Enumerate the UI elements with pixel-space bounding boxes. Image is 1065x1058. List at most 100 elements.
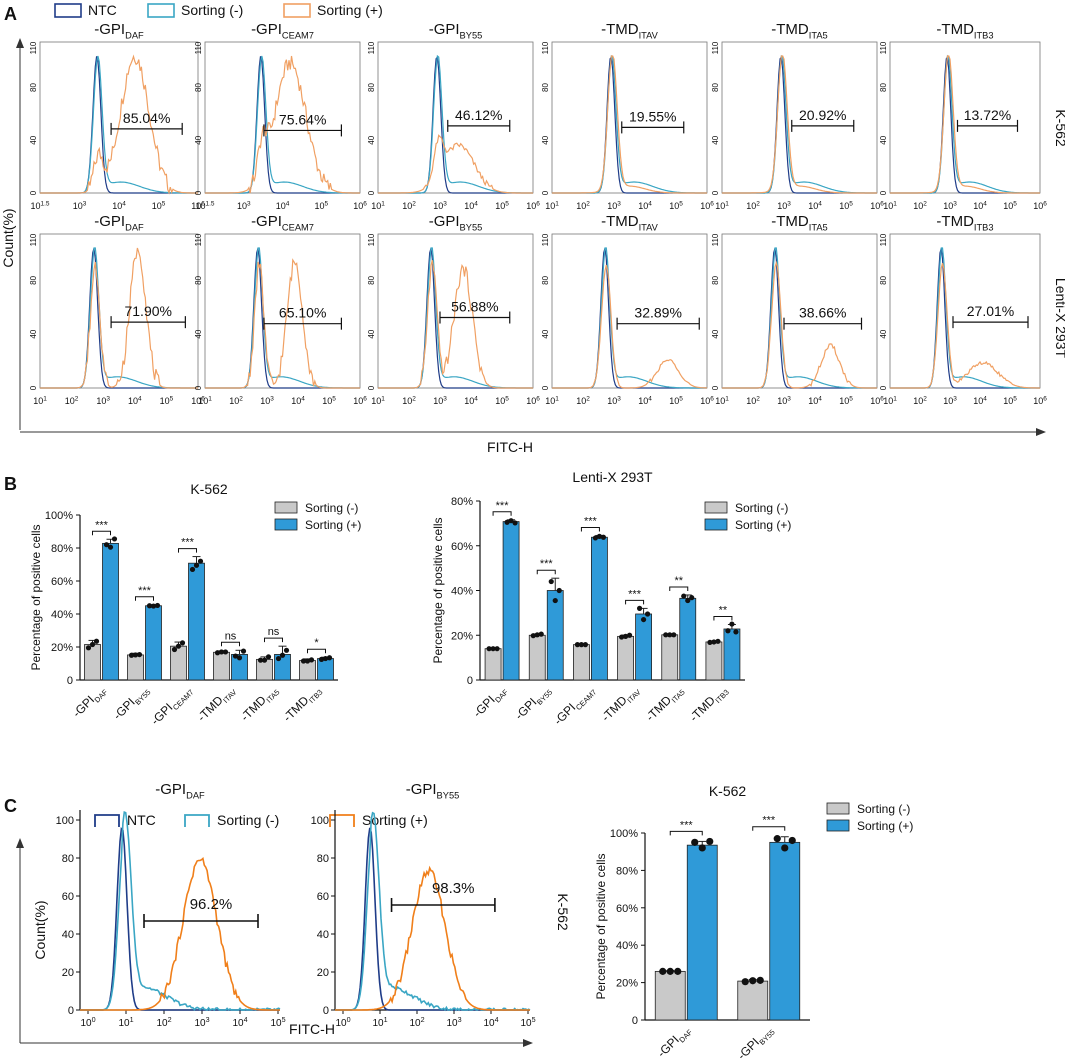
histogram-xtick-label: 105 — [495, 395, 509, 406]
panel-a-row2-label: Lenti-X 293T — [1053, 278, 1065, 359]
curve-ntc — [40, 248, 198, 389]
curve-sorting-pos — [40, 54, 198, 195]
data-point — [132, 652, 139, 658]
histogram-xtick-label: 102 — [576, 395, 590, 406]
data-point — [534, 632, 540, 638]
legend-c-pos-swatch — [329, 814, 355, 827]
y-tick-label: 60% — [51, 576, 73, 588]
histogram-r2-c6: 0 40 80 110 101 102 103 104 105 106 27.01% — [879, 233, 1047, 406]
bar-chart-c-title: K-562 — [709, 783, 747, 799]
histogram-ytick-label: 110 — [367, 41, 376, 54]
histogram-xtick-label: 103 — [433, 200, 447, 211]
histogram-xtick-label: 102 — [229, 395, 243, 406]
histogram-xtick-label: 101.5 — [30, 200, 49, 211]
bar-sorting-neg — [127, 654, 144, 681]
histogram-ytick-label: 0 — [541, 190, 550, 195]
bar-sorting-pos — [679, 597, 697, 681]
data-point — [626, 632, 633, 638]
data-point — [136, 651, 143, 658]
data-point — [240, 648, 247, 654]
histogram-xtick-label: 102 — [746, 200, 760, 211]
significance-label: ** — [719, 605, 728, 617]
data-point — [179, 640, 186, 646]
histogram-ytick-label: 80 — [879, 275, 888, 284]
data-point — [698, 844, 706, 852]
y-tick-label: 80 — [62, 853, 74, 865]
histogram-title-r2-c5: -TMDITA5 — [771, 213, 827, 233]
y-tick-label: 80% — [51, 543, 73, 555]
data-point — [494, 646, 500, 652]
bar-sorting-neg — [737, 980, 769, 1021]
y-tick-label: 0 — [323, 1005, 329, 1017]
histogram-xtick-label: 101 — [371, 200, 385, 211]
histogram-xtick-label: 105 — [314, 200, 328, 211]
data-point — [504, 519, 510, 525]
panel-c-xlabel: FITC-H — [289, 1021, 335, 1037]
y-tick-label: 40% — [616, 940, 638, 952]
y-tick-label: 60 — [62, 891, 74, 903]
data-point — [93, 638, 100, 644]
legend-c-ntc-label: NTC — [127, 812, 156, 828]
histogram-xtick-label: 105 — [669, 200, 683, 211]
x-tick-label: 103 — [446, 1015, 461, 1029]
category-label: -TMDITA5 — [643, 682, 687, 726]
category-label: -TMDITAV — [195, 682, 239, 726]
y-tick-label: 40 — [62, 929, 74, 941]
y-tick-label: 20 — [62, 967, 74, 979]
panel-label-a: A — [4, 4, 17, 24]
histogram-r1-c6: 0 40 80 110 101 102 103 104 105 106 13.72% — [879, 41, 1047, 211]
bar-sorting-neg — [528, 634, 546, 681]
data-point — [582, 642, 589, 648]
data-point — [741, 978, 749, 986]
significance-label: * — [314, 637, 319, 649]
data-point — [193, 562, 200, 568]
bar-chart-lentix-title: Lenti-X 293T — [572, 469, 653, 485]
histogram-ytick-label: 110 — [194, 41, 203, 54]
data-point — [552, 597, 558, 604]
y-tick-label: 0 — [467, 675, 473, 687]
data-point — [622, 633, 629, 639]
bar-sorting-neg — [213, 651, 230, 681]
bar-chart-lentix-ylabel: Percentage of positive cells — [431, 517, 445, 663]
bar-chart-c-legend-pos-swatch — [826, 819, 850, 832]
data-point — [89, 641, 96, 648]
histogram-ytick-label: 40 — [541, 329, 550, 338]
curve-ntc — [335, 827, 530, 1011]
data-point — [733, 629, 739, 635]
panel-a-y-arrowhead — [16, 38, 24, 48]
bar-sorting-neg — [617, 635, 634, 681]
bar-sorting-pos — [723, 628, 741, 681]
histogram-xtick-label: 101 — [545, 395, 559, 406]
category-label: -GPIDAF — [70, 682, 110, 722]
x-tick-label: 103 — [194, 1015, 209, 1029]
legend-c-neg-swatch — [184, 814, 210, 827]
data-point — [707, 639, 713, 646]
curve-sorting-neg — [40, 247, 198, 389]
histogram-ytick-label: 0 — [29, 190, 38, 195]
histogram-ytick-label: 0 — [194, 190, 203, 195]
histogram-ytick-label: 0 — [29, 385, 38, 390]
histogram-ytick-label: 40 — [541, 135, 550, 144]
gate-percent-label: 38.66% — [799, 305, 846, 321]
bar-chart-k562-legend-pos-swatch — [274, 518, 298, 531]
data-point — [490, 646, 496, 652]
data-point — [636, 605, 643, 612]
data-point — [128, 652, 135, 658]
histogram-ytick-label: 80 — [29, 275, 38, 284]
histogram-xtick-label: 106 — [1033, 200, 1047, 211]
histogram-r1-c2: 0 40 80 110 101.5 103 104 105 106 75.64% — [194, 41, 367, 211]
histogram-xtick-label: 105 — [839, 395, 853, 406]
histogram-ytick-label: 80 — [194, 83, 203, 92]
histogram-title-r1-c2: -GPICEAM7 — [251, 21, 314, 41]
histogram-title-r1-c3: -GPIBY55 — [429, 21, 483, 41]
histogram-xtick-label: 103 — [73, 200, 87, 211]
panel-a: A NTC Sorting (-) Sorting (+) Count(%) FITC-H… — [0, 2, 1065, 455]
x-tick-label: 105 — [270, 1015, 285, 1029]
data-point — [556, 587, 562, 594]
y-tick-label: 0 — [67, 675, 73, 687]
data-point — [171, 646, 178, 653]
bar-sorting-pos — [188, 562, 205, 681]
significance-label: *** — [584, 515, 598, 527]
